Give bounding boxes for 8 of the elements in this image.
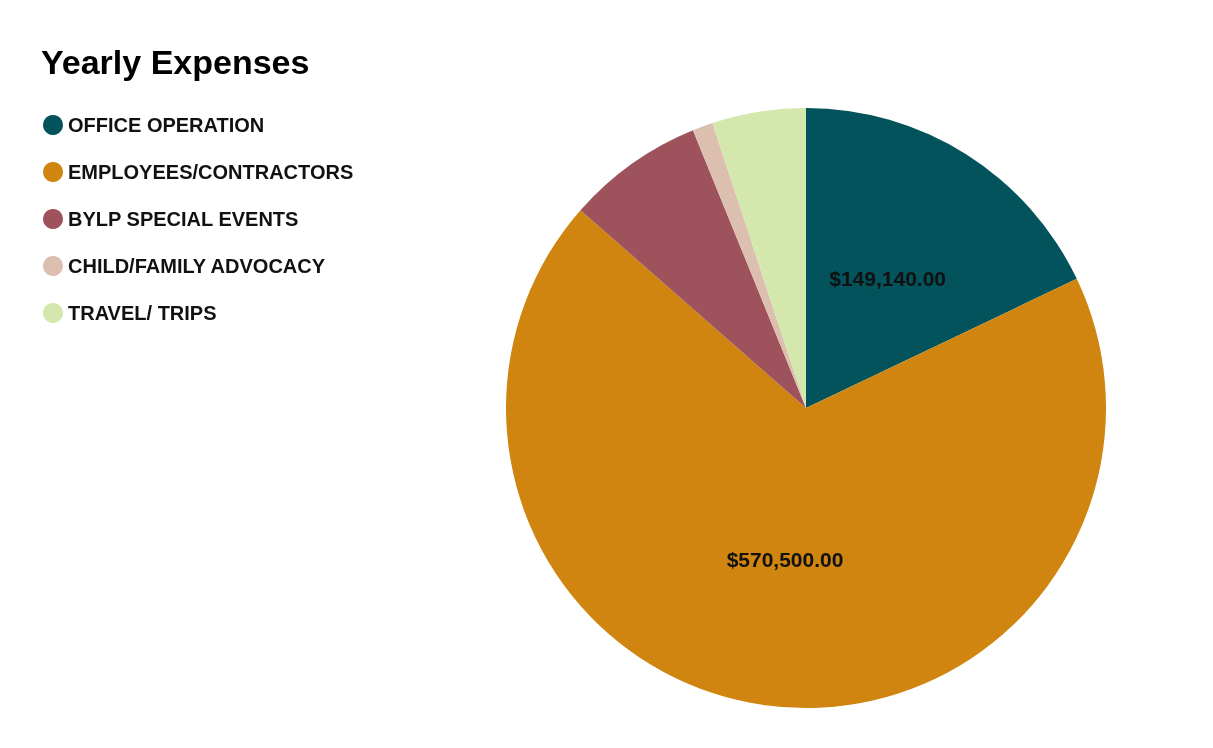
legend-label: TRAVEL/ TRIPS: [68, 302, 217, 324]
chart-title: Yearly Expenses: [41, 43, 310, 81]
legend-label: EMPLOYEES/CONTRACTORS: [68, 161, 354, 183]
legend-label: BYLP SPECIAL EVENTS: [68, 208, 299, 230]
legend-label: OFFICE OPERATION: [68, 114, 265, 136]
legend-label: CHILD/FAMILY ADVOCACY: [68, 255, 326, 277]
data-label: $149,140.00: [829, 267, 947, 291]
data-label: $570,500.00: [726, 548, 844, 572]
